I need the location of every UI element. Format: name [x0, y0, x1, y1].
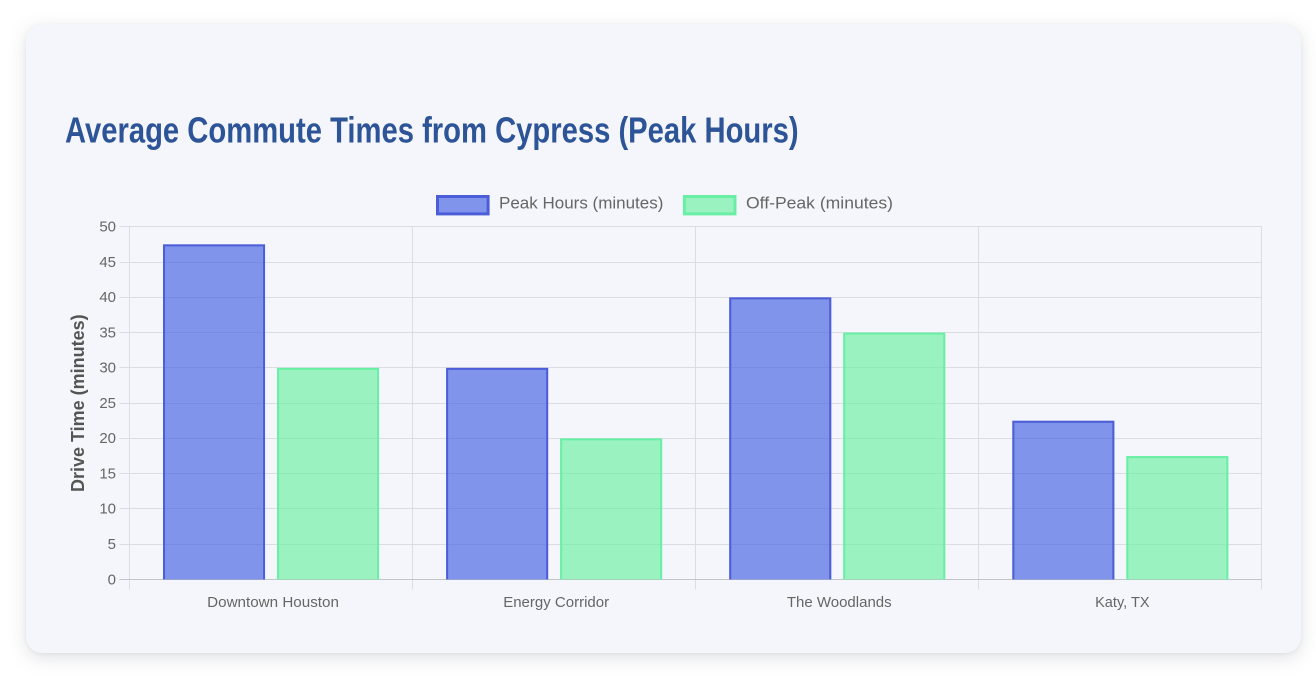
svg-text:Energy Corridor: Energy Corridor: [503, 594, 609, 611]
svg-text:10: 10: [99, 501, 116, 518]
svg-text:35: 35: [99, 324, 116, 341]
svg-text:Katy, TX: Katy, TX: [1095, 594, 1150, 611]
svg-text:50: 50: [99, 219, 116, 236]
svg-text:30: 30: [99, 360, 116, 377]
svg-text:Off-Peak (minutes): Off-Peak (minutes): [746, 194, 893, 213]
svg-text:5: 5: [108, 536, 116, 553]
svg-text:The Woodlands: The Woodlands: [787, 594, 892, 611]
svg-text:20: 20: [99, 430, 116, 447]
svg-text:Drive Time (minutes): Drive Time (minutes): [68, 314, 88, 492]
svg-text:0: 0: [108, 571, 116, 588]
svg-text:Downtown Houston: Downtown Houston: [207, 594, 339, 611]
svg-text:25: 25: [99, 395, 116, 412]
svg-text:Average Commute Times from Cyp: Average Commute Times from Cypress (Peak…: [65, 110, 799, 151]
svg-text:Peak Hours (minutes): Peak Hours (minutes): [499, 194, 663, 213]
svg-text:45: 45: [99, 254, 116, 271]
svg-text:15: 15: [99, 466, 116, 483]
svg-text:40: 40: [99, 289, 116, 306]
